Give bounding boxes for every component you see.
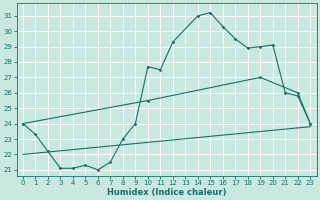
X-axis label: Humidex (Indice chaleur): Humidex (Indice chaleur): [107, 188, 226, 197]
